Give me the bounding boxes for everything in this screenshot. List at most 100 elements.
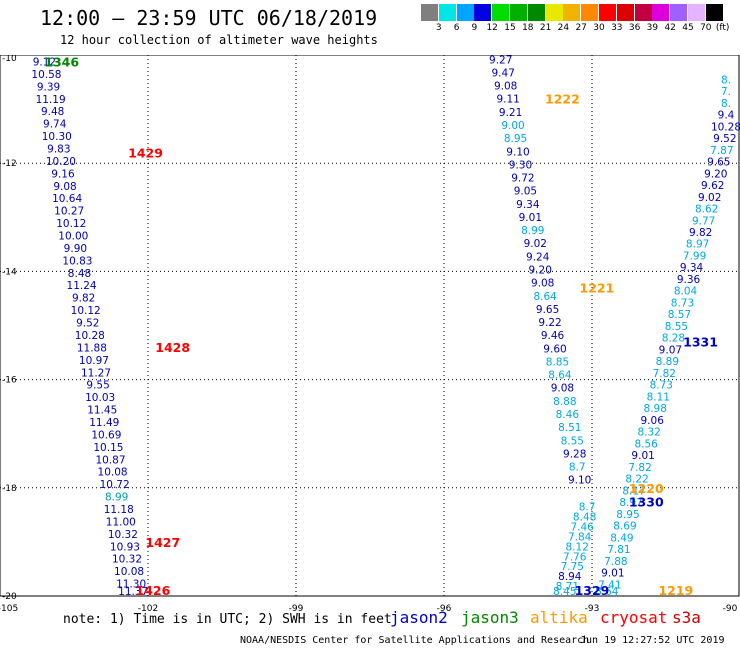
- legend-swatch: [688, 4, 705, 21]
- legend-tick-label: 30: [593, 23, 605, 33]
- legend-swatch: [438, 4, 456, 21]
- legend-swatch: [527, 4, 545, 21]
- footnote: note: 1) Time is in UTC; 2) SWH is in fe…: [63, 612, 392, 627]
- wave-height-label: 10.12: [56, 218, 86, 230]
- legend-tick-label: 21: [539, 23, 552, 33]
- legend-tick-label: 39: [646, 23, 659, 33]
- wave-height-label: 9.08: [531, 278, 554, 290]
- wave-height-label: 10.58: [31, 69, 61, 81]
- wave-height-label: 7.: [721, 86, 731, 98]
- legend-tick-label: 3: [435, 23, 442, 33]
- time-label: 1330: [629, 494, 664, 509]
- wave-height-label: 9.20: [529, 265, 552, 277]
- page-title: 12:00 – 23:59 UTC 06/18/2019: [40, 6, 378, 30]
- wave-height-label: 8.55: [665, 321, 688, 333]
- wave-height-label: 9.48: [41, 106, 64, 118]
- wave-height-label: 8.73: [650, 380, 673, 392]
- legend-tick-label: 45: [682, 23, 694, 33]
- wave-height-label: 8.48: [573, 512, 596, 524]
- wave-height-label: 10.27: [54, 206, 84, 218]
- wave-height-label: 9.12: [33, 56, 56, 68]
- legend-swatch: [474, 4, 492, 21]
- wave-height-label: 9.82: [689, 227, 712, 239]
- wave-height-label: 10.03: [85, 392, 115, 404]
- legend-swatch: [545, 4, 563, 21]
- wave-height-label: 7.82: [628, 462, 651, 474]
- wave-height-label: 8.7: [579, 502, 596, 514]
- time-label: 1346: [44, 55, 79, 69]
- wave-height-label: 10.12: [71, 305, 101, 317]
- wave-height-label: 8.62: [695, 204, 718, 216]
- wave-height-label: 10.28: [711, 121, 740, 133]
- wave-height-label: 8.04: [674, 286, 698, 298]
- wave-height-label: 9.08: [494, 81, 517, 93]
- legend-tick-label: 15: [504, 23, 516, 33]
- wave-height-label: 8.95: [616, 509, 639, 521]
- credit-text: NOAA/NESDIS Center for Satellite Applica…: [240, 635, 590, 646]
- wave-height-label: 8.95: [504, 133, 527, 145]
- time-label: 1427: [145, 535, 180, 550]
- legend-sat-s3a: s3a: [672, 608, 701, 627]
- wave-height-label: 8.98: [644, 403, 667, 415]
- wave-height-label: 9.82: [72, 293, 95, 305]
- wave-height-label: 9.08: [551, 383, 574, 395]
- lat-tick-label: -14: [2, 267, 17, 277]
- time-label: 1221: [580, 281, 615, 296]
- wave-height-label: 9.20: [704, 168, 727, 180]
- wave-height-label: 10.87: [95, 454, 125, 466]
- wave-height-label: 9.34: [516, 199, 540, 211]
- wave-height-label: 11.49: [89, 417, 119, 429]
- wave-height-label: 9.47: [492, 67, 515, 79]
- wave-height-label: 9.74: [43, 119, 67, 131]
- legend-sat-altika: altika: [530, 608, 588, 627]
- wave-height-label: 10.93: [110, 541, 140, 553]
- wave-height-label: 8.56: [634, 438, 658, 450]
- wave-height-label: 8.45: [553, 586, 576, 598]
- lat-tick-label: -12: [2, 159, 17, 169]
- timestamp-text: Jun 19 12:27:52 UTC 2019: [580, 635, 725, 646]
- wave-height-label: 8.55: [561, 435, 584, 447]
- wave-height-label: 9.10: [506, 146, 529, 158]
- wave-height-label: 9.46: [541, 330, 565, 342]
- wave-height-label: 8.94: [558, 571, 582, 583]
- lon-tick-label: -90: [723, 604, 738, 614]
- legend-tick-label: 9: [471, 23, 478, 33]
- wave-height-label: 9.10: [568, 475, 591, 487]
- wave-height-label: 8.99: [521, 225, 544, 237]
- legend-tick-label: 6: [453, 23, 460, 33]
- legend-swatch: [510, 4, 527, 21]
- wave-height-label: 9.21: [499, 107, 522, 119]
- wave-height-label: 8.89: [656, 356, 679, 368]
- time-label: 1219: [658, 583, 693, 598]
- wave-height-label: 10.64: [52, 193, 82, 205]
- wave-height-label: 10.83: [62, 255, 92, 267]
- wave-height-label: 9.07: [659, 344, 682, 356]
- wave-height-label: 7.81: [607, 544, 630, 556]
- wave-height-label: 11.18: [104, 504, 134, 516]
- legend-sat-jason3: jason3: [461, 608, 519, 627]
- wave-height-label: 8.64: [595, 586, 619, 598]
- wave-height-label: 8.49: [610, 532, 633, 544]
- wave-height-label: 8.17: [622, 485, 645, 497]
- wave-height-label: 9.39: [37, 81, 60, 93]
- wave-height-label: 7.41: [598, 579, 621, 591]
- wave-height-label: 9.90: [64, 243, 87, 255]
- wave-height-label: 8.73: [671, 297, 694, 309]
- map-plot: -105 -102 -99 -96 -93 -90 -10 -12 -14 -16 -18 -20 9.…: [0, 55, 740, 614]
- legend-swatch: [705, 4, 723, 21]
- time-label: 1428: [155, 340, 190, 355]
- legend-swatch: [652, 4, 670, 21]
- wave-height-label: 9.16: [51, 168, 75, 180]
- wave-height-label: 11.88: [77, 342, 107, 354]
- lat-tick-label: -10: [2, 55, 17, 64]
- wave-height-label: 9.65: [707, 157, 730, 169]
- wave-height-label: 9.02: [698, 192, 721, 204]
- wave-height-label: 10.00: [58, 231, 88, 243]
- wave-height-label: 9.05: [514, 186, 537, 198]
- plot-frame: [0, 55, 740, 597]
- wave-height-label: 9.01: [601, 568, 624, 580]
- lat-tick-label: -16: [2, 376, 17, 386]
- lon-tick-label: -105: [0, 604, 18, 614]
- legend-tick-label: 24: [557, 23, 570, 33]
